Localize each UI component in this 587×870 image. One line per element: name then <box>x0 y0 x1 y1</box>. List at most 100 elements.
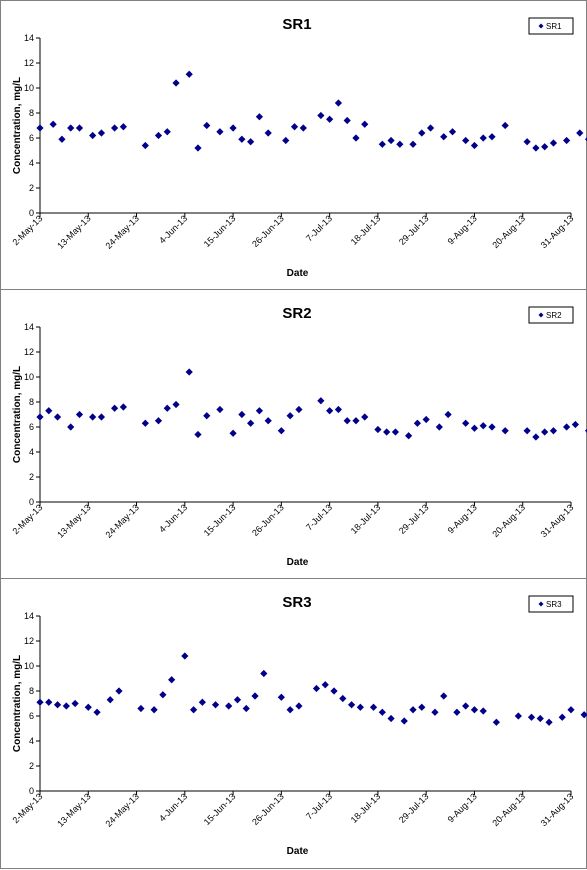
y-tick-label: 6 <box>29 133 34 143</box>
data-point <box>172 79 180 87</box>
y-tick-label: 14 <box>24 33 34 43</box>
data-point <box>189 706 198 714</box>
data-point <box>194 144 202 152</box>
data-point <box>67 423 75 431</box>
data-point <box>426 124 435 132</box>
data-point <box>264 129 272 137</box>
data-point <box>356 703 364 711</box>
data-point <box>549 139 558 147</box>
data-point <box>238 410 246 419</box>
data-point <box>470 141 479 150</box>
data-point <box>198 698 206 706</box>
data-point <box>111 404 119 412</box>
data-point <box>352 134 360 142</box>
data-point <box>137 704 145 713</box>
data-point <box>255 113 264 121</box>
x-tick-label: 2-May-13 <box>10 791 44 825</box>
data-point <box>563 136 571 145</box>
x-tick-label: 2-May-13 <box>10 213 44 247</box>
data-point <box>277 693 285 701</box>
y-tick-label: 8 <box>29 108 34 118</box>
y-tick-label: 10 <box>24 372 34 382</box>
y-tick-label: 12 <box>24 636 34 646</box>
x-tick-label: 7-Jul-13 <box>304 213 334 243</box>
data-point <box>211 701 220 709</box>
x-tick-label: 9-Aug-13 <box>446 791 479 824</box>
data-point <box>36 124 44 132</box>
y-tick-label: 4 <box>29 736 34 746</box>
data-point <box>536 714 544 723</box>
data-point <box>409 706 417 714</box>
data-point <box>361 120 369 128</box>
data-point <box>444 410 452 419</box>
data-point <box>295 405 303 414</box>
legend-label: SR1 <box>546 22 562 31</box>
data-point <box>255 407 264 415</box>
data-point <box>541 428 549 436</box>
data-point <box>440 692 448 700</box>
data-point <box>163 128 171 136</box>
data-point <box>238 135 246 143</box>
data-point <box>334 405 343 414</box>
data-point <box>229 124 237 132</box>
data-point <box>295 702 303 710</box>
data-point <box>203 121 211 130</box>
data-point <box>168 676 176 684</box>
y-tick-label: 6 <box>29 422 34 432</box>
chart-panel-sr3: SR3 0 2 4 6 8 10 12 14 2-May-13 13-May-13 24-May-13… <box>0 578 587 869</box>
x-tick-label: 26-Jun-13 <box>250 502 286 538</box>
x-tick-label: 31-Aug-13 <box>539 502 576 539</box>
chart-sr2: SR2 0 2 4 6 8 10 12 14 2-May-13 13-May-13 24-May-13… <box>10 305 587 568</box>
x-tick-label: 31-Aug-13 <box>539 213 576 250</box>
data-point <box>247 419 255 427</box>
x-axis-title: Date <box>287 557 309 568</box>
data-point <box>470 706 479 714</box>
x-tick-label: 29-Jul-13 <box>397 791 431 825</box>
data-point <box>97 413 106 421</box>
data-point <box>45 698 53 706</box>
data-point <box>374 425 382 434</box>
x-tick-label: 20-Aug-13 <box>490 791 527 828</box>
data-point <box>277 427 285 435</box>
data-point <box>93 708 101 716</box>
data-point <box>53 701 62 709</box>
chart-title: SR3 <box>282 594 311 611</box>
data-point <box>290 123 299 131</box>
data-point <box>71 699 79 708</box>
data-point <box>545 718 553 726</box>
y-tick-label: 0 <box>29 497 34 507</box>
data-point <box>185 70 193 78</box>
data-point <box>501 427 509 435</box>
data-point <box>462 702 470 710</box>
x-tick-label: 26-Jun-13 <box>250 791 286 827</box>
y-axis-title: Concentration, mg/L <box>12 655 23 752</box>
data-point <box>462 136 470 145</box>
y-axis-title: Concentration, mg/L <box>12 77 23 174</box>
data-point <box>260 669 268 678</box>
data-point <box>571 420 579 429</box>
data-point <box>400 717 408 725</box>
data-point <box>286 412 294 420</box>
data-point <box>36 698 44 706</box>
data-point <box>391 428 400 436</box>
data-point <box>264 417 272 425</box>
x-tick-label: 18-Jul-13 <box>349 502 383 536</box>
data-point <box>453 708 461 716</box>
data-point <box>396 140 404 148</box>
data-point <box>242 704 250 713</box>
data-point <box>479 707 487 715</box>
data-point <box>84 703 92 711</box>
data-point <box>225 702 233 710</box>
data-point <box>361 413 369 421</box>
x-tick-label: 31-Aug-13 <box>539 791 576 828</box>
data-point <box>488 133 496 141</box>
x-tick-label: 24-May-13 <box>103 213 140 250</box>
data-point <box>567 706 575 714</box>
data-point <box>422 415 430 424</box>
data-point <box>317 397 325 405</box>
data-point <box>111 124 119 132</box>
x-tick-label: 4-Jun-13 <box>157 502 189 534</box>
x-tick-label: 2-May-13 <box>10 502 44 536</box>
x-tick-label: 9-Aug-13 <box>446 502 479 535</box>
data-point <box>154 131 163 140</box>
